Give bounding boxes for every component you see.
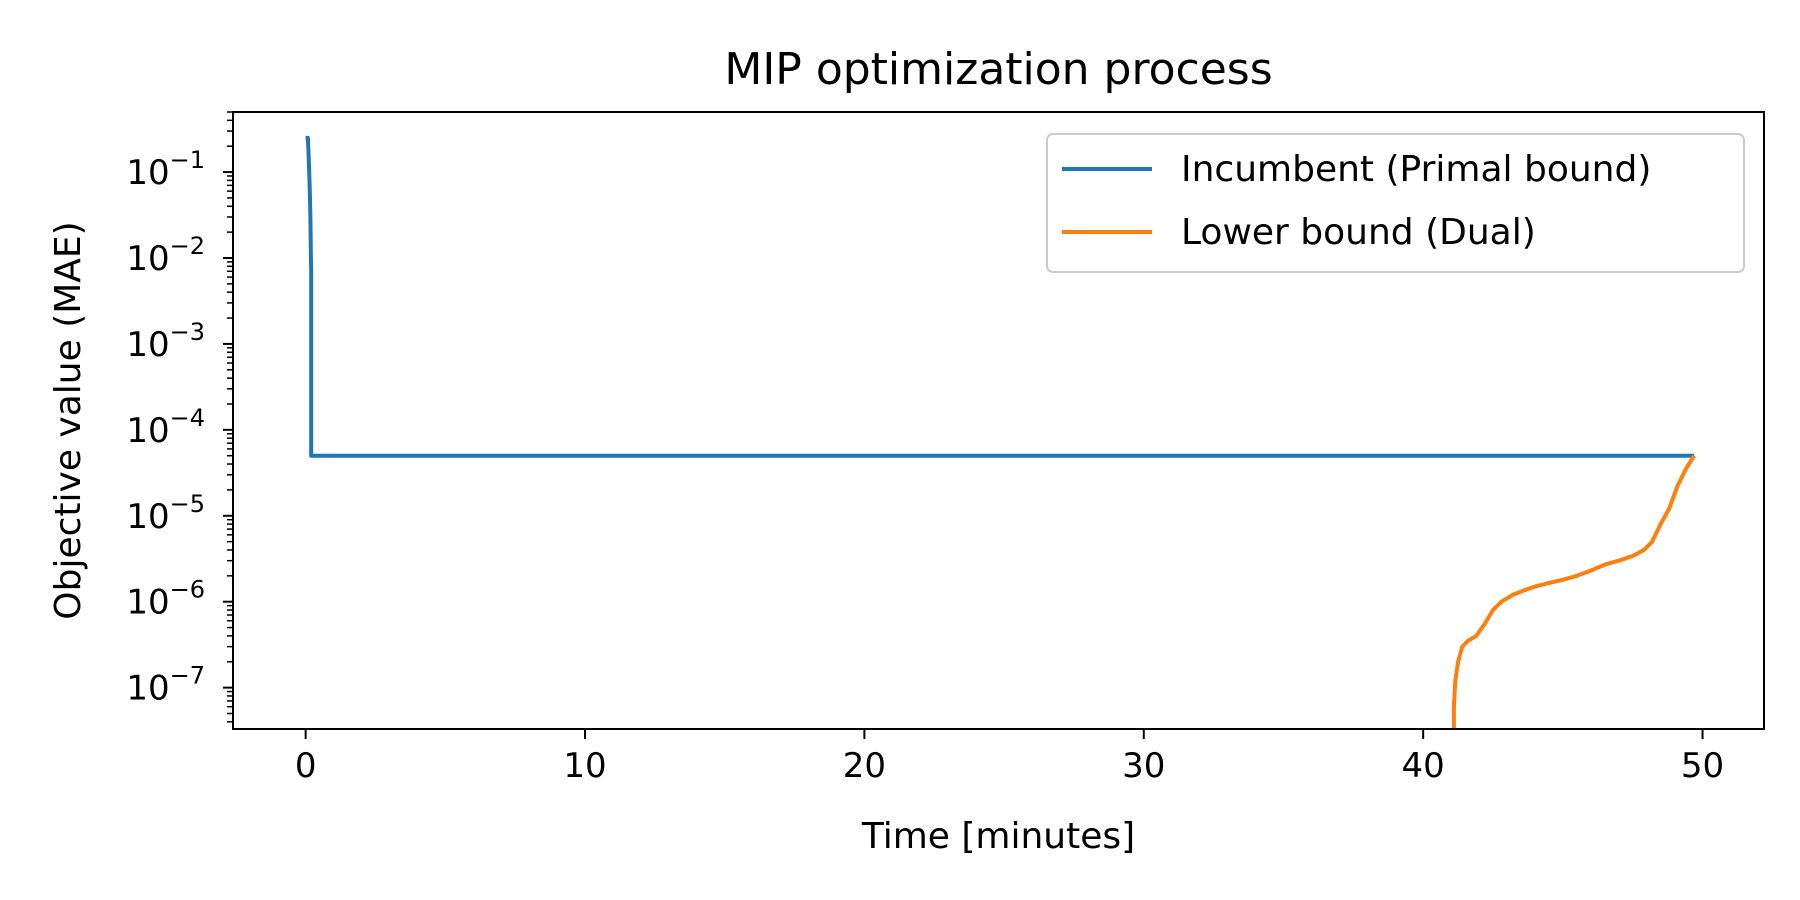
legend-label: Lower bound (Dual) — [1181, 212, 1536, 253]
x-tick-label: 50 — [1681, 746, 1724, 786]
series-line-lower-bound — [1451, 454, 1696, 729]
y-tick-label: 10−4 — [126, 404, 205, 451]
legend-label: Incumbent (Primal bound) — [1181, 149, 1651, 190]
y-tick-label: 10−1 — [126, 146, 205, 193]
x-axis-title: Time [minutes] — [861, 816, 1135, 857]
x-tick-label: 20 — [843, 746, 886, 786]
y-axis-title: Objective value (MAE) — [48, 221, 89, 619]
x-tick-label: 30 — [1122, 746, 1165, 786]
chart-title: MIP optimization process — [724, 44, 1272, 95]
y-tick-label: 10−6 — [126, 576, 205, 623]
x-tick-label: 40 — [1402, 746, 1445, 786]
y-tick-label: 10−3 — [126, 318, 205, 365]
y-tick-label: 10−5 — [126, 490, 205, 537]
x-tick-label: 10 — [563, 746, 606, 786]
axes-frame — [232, 111, 1765, 730]
y-tick-label: 10−2 — [126, 232, 205, 279]
x-tick-label: 0 — [295, 746, 317, 786]
plot-area — [305, 135, 1696, 729]
legend: Incumbent (Primal bound) Lower bound (Dua… — [1046, 133, 1745, 273]
y-tick-label: 10−7 — [126, 662, 205, 709]
legend-box — [1046, 133, 1745, 273]
series-line-incumbent — [305, 135, 1695, 458]
axes: 0 10 20 30 40 50 10−1 10−2 10−3 10−4 10−5 10−6 10−7 — [126, 111, 1765, 786]
